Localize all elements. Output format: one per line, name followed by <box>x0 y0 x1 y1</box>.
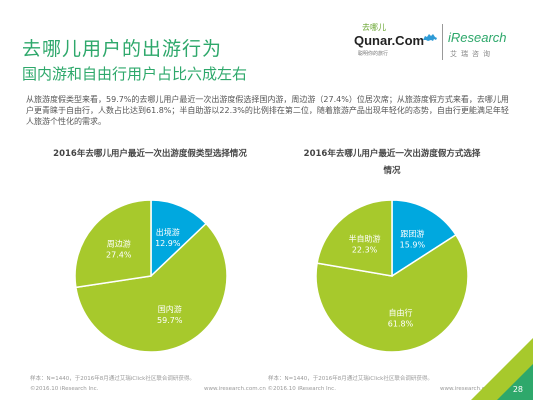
page-number: 28 <box>512 385 523 394</box>
slice-value-0-1: 59.7% <box>157 316 183 325</box>
copyright-mid: www.iresearch.com.cn ©2016.10 iResearch … <box>204 386 336 392</box>
copyright-left: ©2016.10 iResearch Inc. <box>30 386 99 392</box>
pie-slice-0-2 <box>74 199 152 289</box>
slice-value-0-0: 12.9% <box>155 239 181 248</box>
slice-name-1-1: 自由行 <box>388 308 412 318</box>
pie-slice-0-1 <box>75 222 228 353</box>
pie-slice-1-0 <box>391 199 457 278</box>
chart-title-type: 2016年去哪儿用户最近一次出游度假类型选择情况 <box>53 149 247 159</box>
sample-note-right: 样本：N=1440，于2016年8月通过艾瑞iClick社区联合调研获得。 <box>268 376 433 382</box>
slice-name-0-0: 出境游 <box>156 227 180 237</box>
slice-name-1-0: 跟团游 <box>400 229 424 239</box>
qunar-tagline: 聪明你的旅行 <box>358 51 389 57</box>
pie-chart-travel-mode: 跟团游 15.9% 自由行 61.8% 半自助游 22.3% <box>315 199 469 353</box>
page-subtitle: 国内游和自由行用户占比六成左右 <box>22 65 248 83</box>
iresearch-logo-cn: 艾瑞咨询 <box>450 50 494 58</box>
copyright-right: www.iresearch.com.cn <box>440 386 502 392</box>
pie-slice-0-0 <box>150 199 208 278</box>
corner-decoration <box>471 338 533 400</box>
pie-chart-travel-type: 出境游 12.9% 国内游 59.7% 周边游 27.4% <box>74 199 228 353</box>
slice-value-1-2: 22.3% <box>352 245 378 254</box>
pie-slice-1-2 <box>316 199 393 277</box>
chart-title-mode: 2016年去哪儿用户最近一次出游度假方式选择情况 <box>303 149 481 176</box>
qunar-logo-cn: 去哪儿 <box>362 23 386 32</box>
summary-text: 从旅游度假类型来看，59.7%的去哪儿用户最近一次出游度假选择国内游，周边游（2… <box>26 95 509 126</box>
slice-name-0-1: 国内游 <box>158 304 182 314</box>
camel-icon <box>423 34 437 41</box>
slice-name-1-2: 半自助游 <box>349 233 381 243</box>
iresearch-logo: iResearch <box>448 30 507 45</box>
page-title: 去哪儿用户的出游行为 <box>22 38 223 60</box>
brand-divider <box>442 24 443 60</box>
sample-note-left: 样本：N=1440，于2016年8月通过艾瑞iClick社区联合调研获得。 <box>30 376 195 382</box>
pie-slice-1-1 <box>315 233 469 353</box>
slice-name-0-2: 周边游 <box>107 238 131 248</box>
brand-logos: 去哪儿 Qunar.Com 聪明你的旅行 iResearch 艾瑞咨询 <box>352 20 514 64</box>
slice-value-1-1: 61.8% <box>388 320 414 329</box>
slice-value-1-0: 15.9% <box>400 241 426 250</box>
slice-value-0-2: 27.4% <box>106 250 132 259</box>
qunar-logo: Qunar.Com <box>354 33 425 48</box>
